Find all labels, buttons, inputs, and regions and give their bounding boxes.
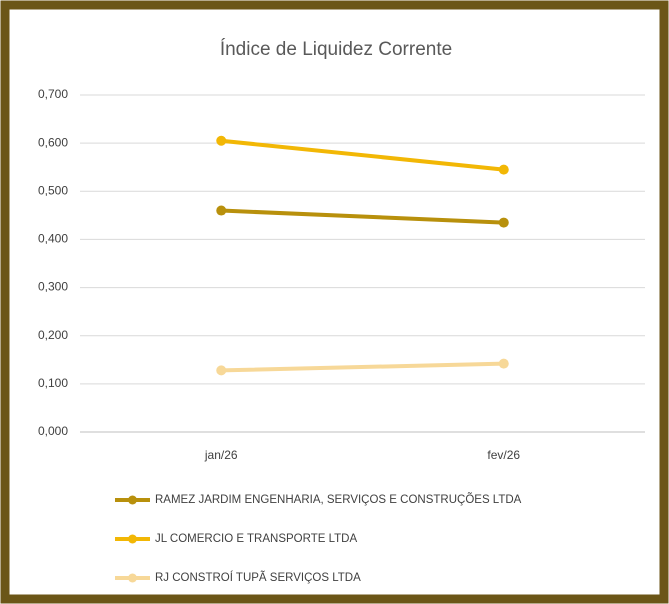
y-tick-label: 0,600 (38, 135, 68, 149)
series-line (219, 361, 506, 373)
y-tick-label: 0,200 (38, 328, 68, 342)
y-tick-label: 0,300 (38, 280, 68, 294)
y-tick-label: 0,100 (38, 376, 68, 390)
y-tick-label: 0,000 (38, 424, 68, 438)
series-line (219, 138, 506, 172)
data-point (216, 205, 227, 216)
data-point (498, 358, 509, 369)
y-tick-label: 0,400 (38, 232, 68, 246)
data-point (216, 135, 227, 146)
series-line (219, 208, 506, 225)
legend-marker (128, 495, 137, 505)
y-tick-label: 0,700 (38, 87, 68, 101)
x-tick-label: fev/26 (487, 448, 520, 462)
legend-label: RAMEZ JARDIM ENGENHARIA, SERVIÇOS E CONS… (155, 493, 522, 506)
data-point (498, 217, 509, 228)
legend-label: RJ CONSTROÍ TUPÃ SERVIÇOS LTDA (155, 571, 361, 584)
chart-title: Índice de Liquidez Corrente (220, 39, 452, 60)
legend-marker (128, 534, 137, 544)
legend-label: JL COMERCIO E TRANSPORTE LTDA (155, 533, 357, 545)
x-tick-label: jan/26 (204, 448, 238, 462)
y-tick-label: 0,500 (38, 183, 68, 197)
legend-marker (128, 573, 137, 583)
data-point (498, 164, 509, 175)
data-point (216, 365, 227, 376)
